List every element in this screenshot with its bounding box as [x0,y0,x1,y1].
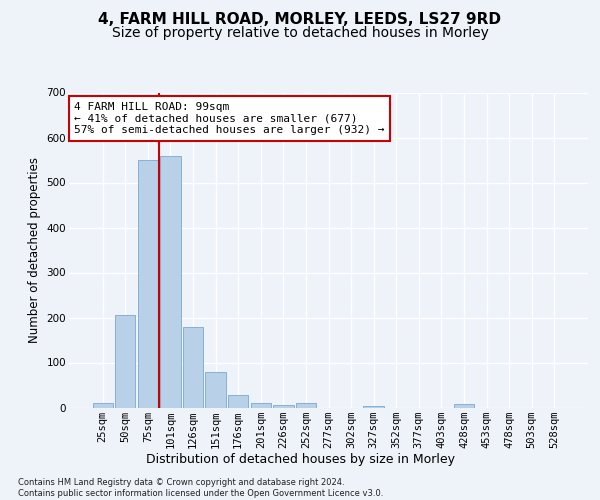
Bar [251,403,271,407]
Bar [296,403,316,407]
Text: 4 FARM HILL ROAD: 99sqm
← 41% of detached houses are smaller (677)
57% of semi-d: 4 FARM HILL ROAD: 99sqm ← 41% of detache… [74,102,385,135]
Y-axis label: Number of detached properties: Number of detached properties [28,157,41,343]
Bar [138,160,158,408]
Bar [160,156,181,408]
Bar [364,406,384,407]
Bar [183,328,203,407]
Text: Size of property relative to detached houses in Morley: Size of property relative to detached ho… [112,26,488,40]
Bar [228,395,248,407]
Text: Contains HM Land Registry data © Crown copyright and database right 2024.
Contai: Contains HM Land Registry data © Crown c… [18,478,383,498]
Bar [92,403,113,407]
Bar [273,405,293,407]
Text: 4, FARM HILL ROAD, MORLEY, LEEDS, LS27 9RD: 4, FARM HILL ROAD, MORLEY, LEEDS, LS27 9… [98,12,502,28]
Bar [454,404,474,407]
Text: Distribution of detached houses by size in Morley: Distribution of detached houses by size … [146,454,455,466]
Bar [115,316,136,408]
Bar [205,372,226,408]
